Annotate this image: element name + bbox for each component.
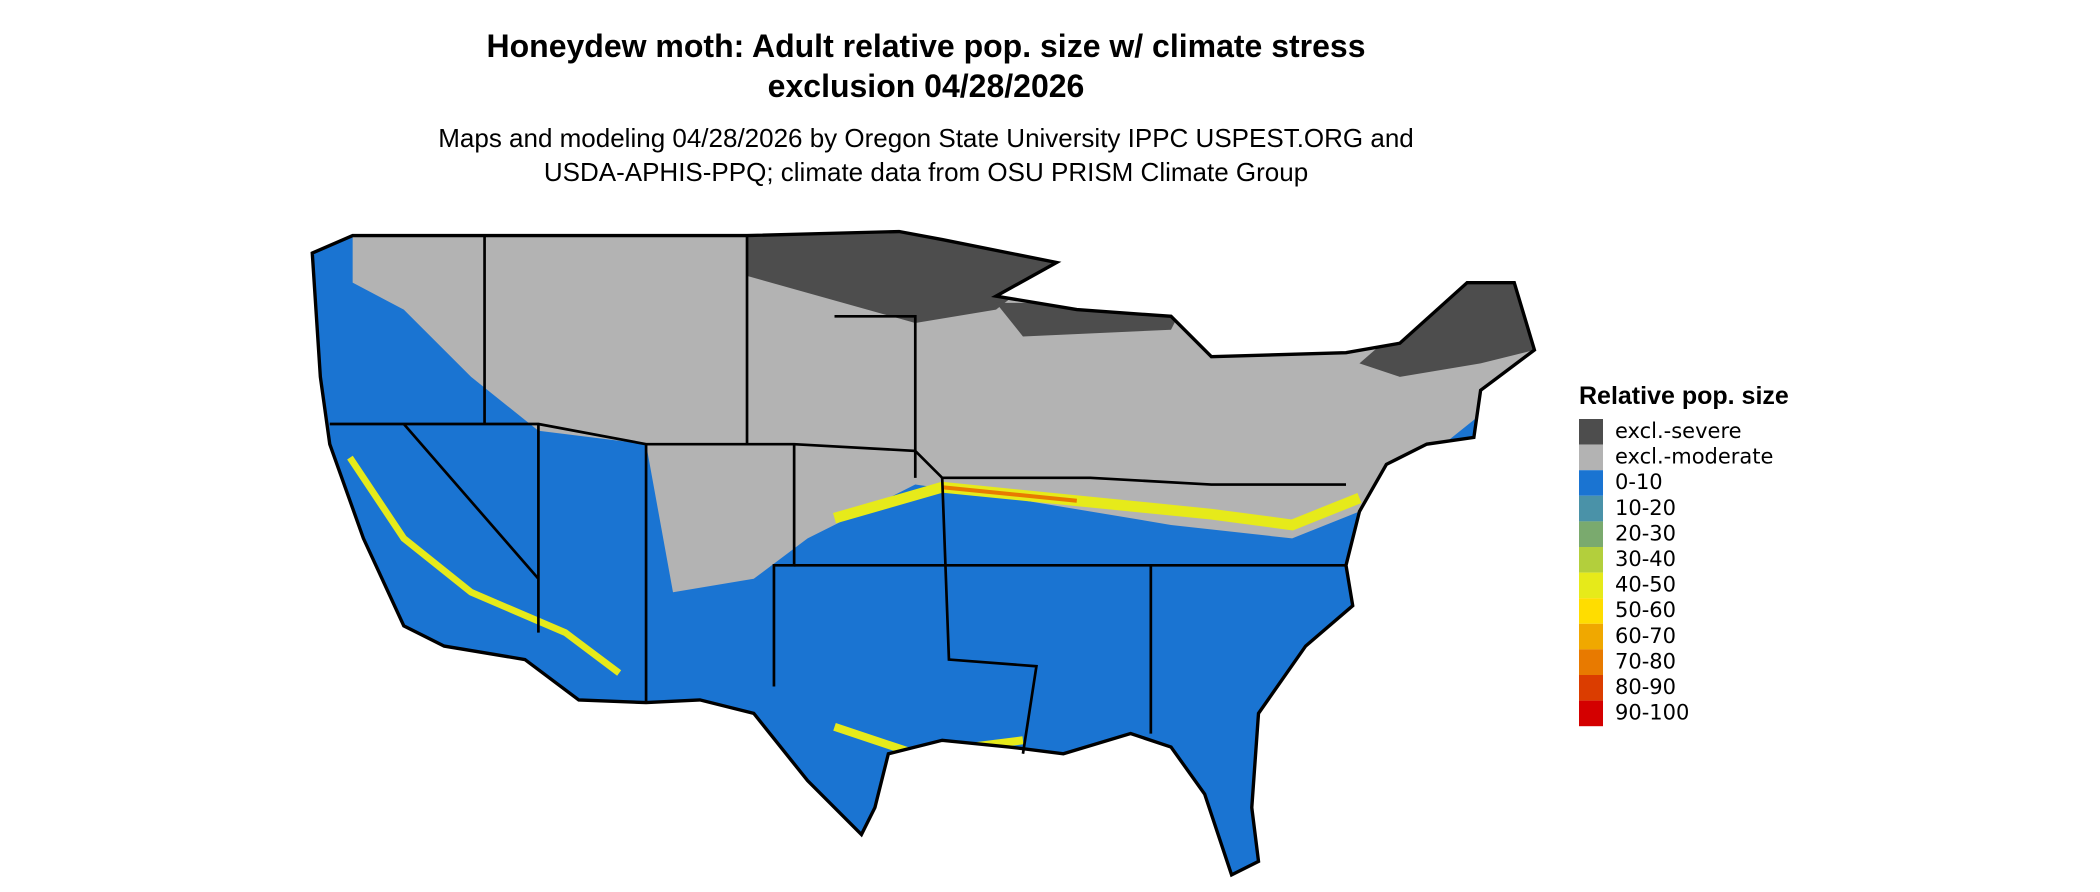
legend-swatch <box>1579 572 1603 599</box>
legend-swatch <box>1579 623 1603 650</box>
legend-swatch <box>1579 700 1603 727</box>
legend-label: 0-10 <box>1615 470 1663 494</box>
legend-label: 50-60 <box>1615 598 1676 622</box>
legend-label: 10-20 <box>1615 496 1676 520</box>
legend-swatch <box>1579 675 1603 701</box>
legend-title: Relative pop. size <box>1579 382 1789 410</box>
legend-swatch <box>1579 547 1603 573</box>
legend-label: 30-40 <box>1615 547 1676 571</box>
legend-label: excl.-severe <box>1615 419 1742 443</box>
legend-label: 90-100 <box>1615 701 1689 725</box>
state-lines <box>329 235 1346 754</box>
legend-swatch <box>1579 521 1603 547</box>
legend-swatch <box>1579 419 1603 445</box>
subtitle-line: Maps and modeling 04/28/2026 by Oregon S… <box>438 123 1414 153</box>
band <box>833 481 1362 531</box>
legend-swatch <box>1579 649 1603 675</box>
legend-swatch <box>1579 598 1603 624</box>
title-line: exclusion 04/28/2026 <box>768 68 1085 104</box>
legend-label: 40-50 <box>1615 573 1676 597</box>
legend-label: excl.-moderate <box>1615 445 1773 469</box>
legend-swatch <box>1579 444 1603 471</box>
legend-label: 20-30 <box>1615 521 1676 545</box>
subtitle-line: USDA-APHIS-PPQ; climate data from OSU PR… <box>544 157 1308 187</box>
legend: excl.-severeexcl.-moderate0-1010-2020-30… <box>1579 419 1773 727</box>
map <box>310 229 1537 878</box>
legend-label: 60-70 <box>1615 624 1676 648</box>
legend-swatch <box>1579 470 1603 496</box>
region-severe <box>1359 269 1535 377</box>
legend-swatch <box>1579 495 1603 522</box>
title-line: Honeydew moth: Adult relative pop. size … <box>486 28 1365 64</box>
legend-label: 70-80 <box>1615 649 1676 673</box>
legend-label: 80-90 <box>1615 675 1676 699</box>
us-outline <box>310 229 1537 878</box>
band <box>347 455 622 676</box>
band <box>941 485 1078 503</box>
